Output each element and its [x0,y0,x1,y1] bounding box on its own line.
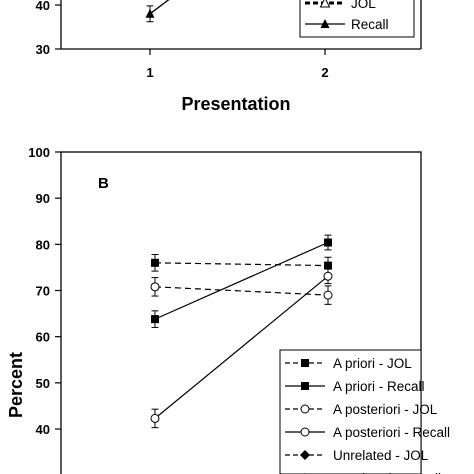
panel-b-y-tick-label: 40 [36,422,50,437]
panel-a-data-point [145,8,155,18]
panel-a-legend: JOL Recall [299,0,415,38]
panel-b-series-line [154,286,329,296]
panel-b-label: B [98,175,109,192]
panel-b-y-axis-title: Percent [6,352,26,418]
panel-b-legend-marker [300,427,310,437]
panel-a-x-tick-label: 1 [146,65,153,80]
panel-a-legend-label: Recall [351,17,389,32]
panel-b-data-point [323,271,333,281]
panel-a-legend-marker [320,19,330,28]
panel-a-series [145,0,170,23]
panel-b-legend: A priori - JOL A priori - Recall A posteri… [279,349,450,474]
panel-b-series [150,234,333,429]
panel-a-legend-label: JOL [351,0,376,11]
panel-b-y-tick-label: 70 [36,284,50,299]
panel-a-legend-marker [319,0,331,8]
panel-b-data-point [151,258,159,267]
panel-a-x-tick-label: 2 [321,65,328,80]
panel-a-series-line [149,0,170,15]
panel-b-series-line [154,275,329,419]
panel-b-y-tick-label: 80 [36,237,50,252]
panel-b-legend-label: A posteriori - JOL [333,402,438,417]
panel-b-data-point [151,315,159,324]
panel-b-y-ticks: 100 90 80 70 60 50 40 [28,145,61,437]
panel-b-plot-frame [60,151,422,474]
panel-b-legend-label: A posteriori - Recall [333,425,450,440]
panel-a-y-ticks: 30 40 [36,0,61,57]
panel-b-data-point [324,261,332,270]
panel-a-y-tick-label: 30 [36,42,50,57]
panel-b-legend-label: A priori - Recall [333,379,425,394]
panel-b-legend-label: A priori - JOL [333,356,412,371]
panel-b-data-point [150,282,160,292]
panel-b-series-line [154,241,329,320]
panel-a-x-axis-title: Presentation [181,94,290,114]
panel-b-legend-marker [301,382,309,390]
panel-b-y-tick-label: 50 [36,376,50,391]
panel-b-legend-label: Unrelated - Recall [333,471,441,474]
panel-b-series-line [154,262,329,267]
panel-b-data-point [323,290,333,300]
panel-b-y-tick-label: 100 [28,145,50,160]
panel-b-y-tick-label: 60 [36,330,50,345]
panel-b-legend-marker [300,450,310,460]
panel-b-data-point [150,413,160,423]
panel-a-legend-box [299,0,415,38]
panel-b-legend-marker [301,359,309,367]
panel-a-y-tick-label: 40 [36,0,50,13]
panel-b-legend-label: Unrelated - JOL [333,448,429,463]
panel-b-y-tick-label: 90 [36,191,50,206]
panel-b-data-point [324,238,332,247]
panel-b-legend-marker [300,404,310,414]
